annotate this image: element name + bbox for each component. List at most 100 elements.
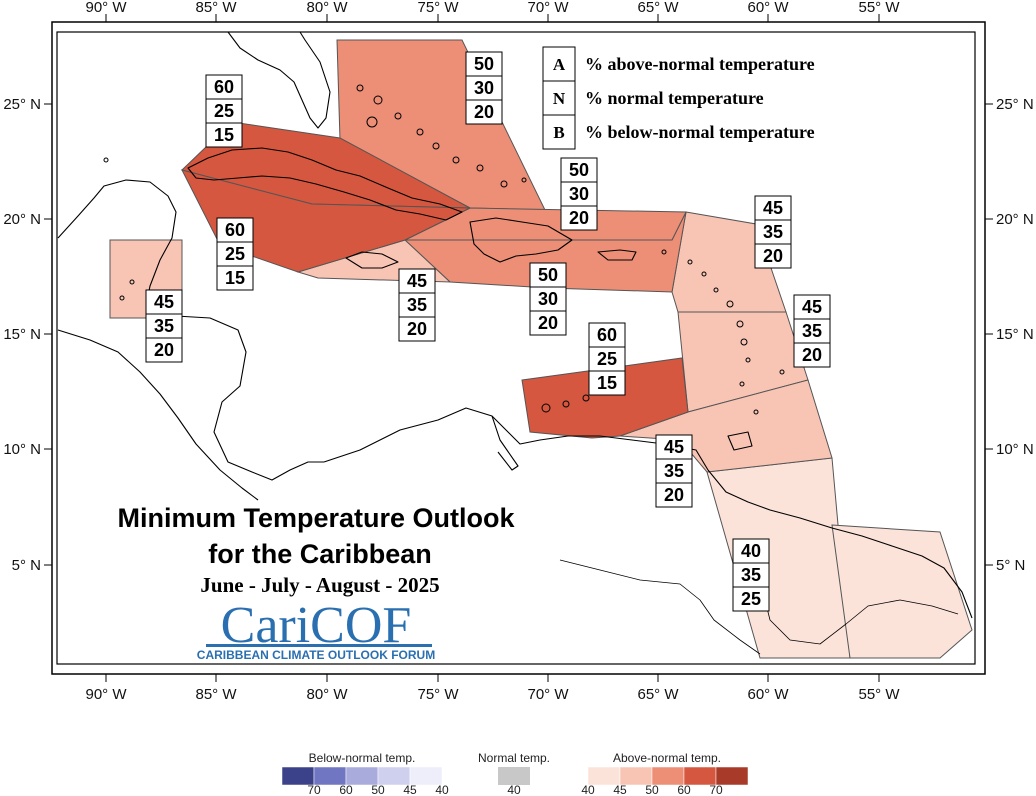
prob-cell [560, 157, 598, 183]
lon-label-top: 80° W [306, 0, 348, 16]
coast-florida [227, 31, 331, 129]
legend-tick-above: 40 [581, 783, 595, 796]
legend-tick-below: 50 [371, 783, 385, 796]
lat-label-left: 5° N [12, 557, 41, 574]
coast-central-america-caribbean [145, 305, 324, 481]
islands [103, 84, 785, 415]
lon-label-bottom: 65° W [637, 686, 679, 703]
logo-tagline: CARIBBEAN CLIMATE OUTLOOK FORUM [197, 648, 435, 662]
lon-label-top: 90° W [85, 0, 127, 16]
legend-tick-above: 60 [677, 783, 691, 796]
prob-value-above: 45 [763, 198, 783, 218]
coastlines [57, 31, 973, 655]
key-text-below: % below-normal temperature [585, 122, 815, 142]
prob-cell [529, 310, 567, 336]
map-title: Minimum Temperature Outlook [117, 503, 515, 533]
prob-value-below: 20 [763, 246, 783, 266]
legend-title-above: Above-normal temp. [613, 751, 721, 765]
coast-guianas [707, 469, 973, 619]
prob-value-below: 20 [474, 102, 494, 122]
lat-label-left: 10° N [3, 441, 41, 458]
prob-cell [754, 243, 792, 269]
prob-box-guianas: 40 35 25 [732, 538, 770, 612]
prob-cell [754, 195, 792, 221]
legend-tick-below: 45 [403, 783, 417, 796]
key-letter-n: N [553, 89, 566, 108]
lon-label-bottom: 80° W [306, 686, 348, 703]
lon-label-top: 65° W [637, 0, 679, 16]
prob-value-above: 60 [225, 220, 245, 240]
prob-value-above: 60 [597, 325, 617, 345]
lon-label-bottom: 55° W [858, 686, 900, 703]
lat-label-left: 25° N [3, 96, 41, 113]
prob-cell [793, 318, 831, 344]
legend-tick-below: 40 [435, 783, 449, 796]
prob-value-below: 15 [214, 125, 234, 145]
prob-box-cuba: 60 25 15 [205, 74, 243, 148]
inner-frame [56, 31, 976, 665]
caricof-logo: CariCOF CARIBBEAN CLIMATE OUTLOOK FORUM [197, 597, 435, 662]
prob-value-below: 20 [407, 319, 427, 339]
prob-cell [588, 370, 626, 396]
coast-yucatan [57, 179, 177, 307]
color-legend: Below-normal temp. Normal temp. Above-no… [281, 751, 749, 796]
key-text-normal: % normal temperature [585, 88, 764, 108]
prob-value-below: 25 [741, 589, 761, 609]
lon-label-bottom: 60° W [747, 686, 789, 703]
lat-label-right: 20° N [996, 211, 1034, 228]
legend-tick-above: 45 [613, 783, 627, 796]
probability-boxes: 50 30 20 60 25 15 60 25 15 45 35 20 45 35 20 50 30 20 50 30… [145, 51, 831, 612]
coast-jamaica [345, 251, 399, 269]
prob-cell [529, 262, 567, 288]
lat-label-right: 10° N [996, 441, 1034, 458]
coast-central-america-pacific [57, 329, 259, 501]
season-label: June - July - August - 2025 [200, 573, 439, 597]
prob-value-above: 45 [802, 297, 822, 317]
lon-label-bottom: 85° W [195, 686, 237, 703]
border-andes [559, 559, 761, 655]
prob-cell [588, 322, 626, 348]
prob-cell [754, 219, 792, 245]
prob-value-above: 45 [664, 437, 684, 457]
prob-value-above: 45 [407, 271, 427, 291]
prob-cell [732, 538, 770, 564]
lon-label-bottom: 70° W [527, 686, 569, 703]
prob-cell [655, 482, 693, 508]
region-guianas-extension [831, 524, 973, 659]
prob-box-bahamas: 50 30 20 [465, 51, 503, 125]
longitude-axis [105, 14, 880, 682]
prob-value-normal: 35 [741, 565, 761, 585]
prob-cell [732, 562, 770, 588]
prob-box-abc-islands: 60 25 15 [588, 322, 626, 396]
prob-box-belize: 45 35 20 [145, 289, 183, 363]
lat-label-right: 15° N [996, 326, 1034, 343]
prob-cell [560, 205, 598, 231]
prob-cell [655, 458, 693, 484]
map-title-line2: for the Caribbean [208, 539, 432, 569]
legend-tick-above: 50 [645, 783, 659, 796]
lon-label-bottom: 90° W [85, 686, 127, 703]
prob-value-below: 15 [225, 268, 245, 288]
coast-colombia-venezuela [323, 407, 709, 471]
prob-cell [216, 217, 254, 243]
lon-label-top: 70° W [527, 0, 569, 16]
prob-box-hispaniola-puerto-rico: 50 30 20 [529, 262, 567, 336]
prob-cell [145, 337, 183, 363]
legend-swatch-above [715, 766, 749, 786]
prob-cell [465, 75, 503, 101]
legend-tick-normal: 40 [507, 783, 521, 796]
prob-value-normal: 25 [214, 101, 234, 121]
prob-cell [205, 122, 243, 148]
prob-cell [145, 313, 183, 339]
key-letter-b: B [553, 123, 564, 142]
coast-cuba [187, 147, 463, 221]
prob-box-hispaniola-north: 50 30 20 [560, 157, 598, 231]
coast-puerto-rico [597, 249, 637, 261]
lon-label-top: 85° W [195, 0, 237, 16]
prob-box-windward-islands: 45 35 20 [793, 294, 831, 368]
prob-value-normal: 35 [802, 321, 822, 341]
prob-cell [398, 268, 436, 294]
prob-cell [529, 286, 567, 312]
prob-cell [732, 586, 770, 612]
